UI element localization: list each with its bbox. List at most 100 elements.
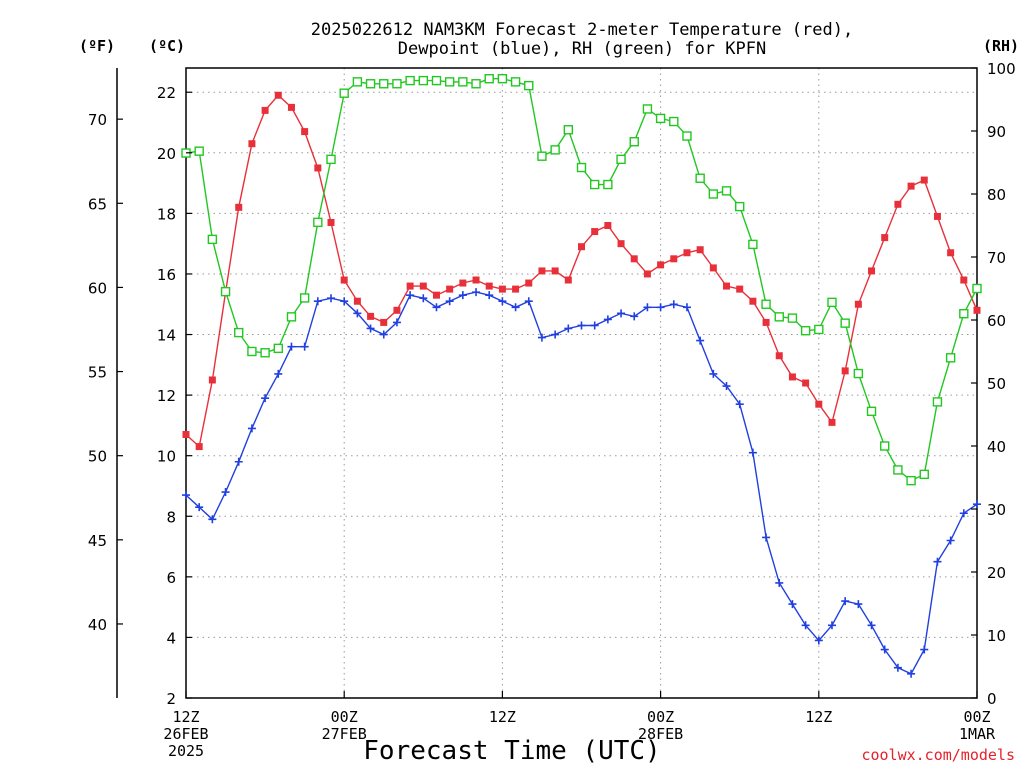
rh-tick-label: 30 xyxy=(987,501,1006,519)
dewpoint-point xyxy=(880,645,889,654)
rh-point xyxy=(906,475,916,486)
temperature-series xyxy=(182,91,981,451)
dewpoint-point xyxy=(775,578,784,587)
rh-point xyxy=(273,343,283,354)
dewpoint-point xyxy=(814,636,823,645)
temperature-point xyxy=(432,291,440,299)
x-tick-label: 00Z xyxy=(647,708,674,726)
celsius-tick-label: 2 xyxy=(166,690,176,708)
temperature-point xyxy=(301,128,309,136)
dewpoint-point xyxy=(247,424,256,433)
fahrenheit-tick-label: 40 xyxy=(88,616,107,634)
rh-tick-label: 10 xyxy=(987,627,1006,645)
rh-point xyxy=(497,74,508,84)
rh-point xyxy=(537,151,547,161)
temperature-point xyxy=(802,379,810,387)
rh-point xyxy=(787,313,798,323)
rh-point xyxy=(326,154,336,165)
temperature-point xyxy=(841,367,849,375)
dewpoint-point xyxy=(485,291,494,300)
rh-point xyxy=(945,353,956,363)
temperature-point xyxy=(195,443,203,451)
rh-point xyxy=(299,293,310,303)
rh-point xyxy=(510,77,521,87)
rh-point xyxy=(669,116,679,127)
rh-point xyxy=(932,397,943,407)
dewpoint-point xyxy=(195,503,204,512)
dewpoint-point xyxy=(959,509,968,518)
dewpoint-point xyxy=(735,400,744,409)
dewpoint-point xyxy=(669,300,678,309)
rh-point xyxy=(550,145,560,155)
fahrenheit-tick-label: 55 xyxy=(88,364,107,382)
temperature-point xyxy=(657,261,665,269)
x-tick-label: 12Z xyxy=(172,708,199,726)
temperature-point xyxy=(868,267,876,275)
temperature-point xyxy=(367,312,375,320)
dewpoint-point xyxy=(182,491,190,500)
rh-point xyxy=(959,309,969,319)
dewpoint-point xyxy=(788,600,797,609)
dewpoint-point xyxy=(841,597,850,606)
celsius-tick-label: 20 xyxy=(157,145,176,163)
rh-point xyxy=(761,299,771,309)
temperature-point xyxy=(353,297,361,305)
rh-tick-label: 70 xyxy=(987,249,1006,267)
x-tick-label: 28FEB xyxy=(638,725,683,743)
rh-point xyxy=(563,125,574,135)
dewpoint-point xyxy=(590,321,599,330)
celsius-tick-label: 12 xyxy=(157,387,176,405)
temperature-point xyxy=(182,430,190,438)
rh-point xyxy=(919,469,929,480)
dewpoint-point xyxy=(432,303,441,312)
x-tick-label: 2025 xyxy=(168,742,204,760)
celsius-tick-label: 16 xyxy=(157,266,176,284)
rh-point xyxy=(471,79,481,89)
temperature-point xyxy=(287,103,295,111)
temperature-point xyxy=(419,282,427,290)
dewpoint-point xyxy=(709,369,718,378)
dewpoint-point xyxy=(366,324,375,333)
dewpoint-point xyxy=(933,557,942,566)
rh-point xyxy=(431,75,442,86)
temperature-point xyxy=(538,267,546,275)
dewpoint-point xyxy=(854,600,863,609)
rh-point xyxy=(286,312,297,322)
temperature-point xyxy=(828,418,836,426)
rh-point xyxy=(708,189,719,199)
temperature-point xyxy=(696,246,704,254)
series-layer xyxy=(181,74,982,678)
rh-point xyxy=(365,79,376,89)
rh-point xyxy=(339,88,349,98)
rh-tick-label: 60 xyxy=(987,312,1006,330)
dewpoint-point xyxy=(261,394,270,403)
dewpoint-point xyxy=(208,515,217,524)
x-tick-label: 27FEB xyxy=(322,725,367,743)
temperature-point xyxy=(683,249,691,257)
dewpoint-point xyxy=(564,324,573,333)
temperature-point xyxy=(512,285,520,293)
temperature-point xyxy=(723,282,731,290)
dewpoint-point xyxy=(907,669,916,678)
temperature-point xyxy=(314,164,322,172)
temperature-point xyxy=(564,276,572,284)
temperature-point xyxy=(380,318,388,326)
temperature-point xyxy=(960,276,968,284)
dewpoint-point xyxy=(946,536,955,545)
rh-point xyxy=(247,346,257,357)
rh-tick-label: 50 xyxy=(987,375,1006,393)
rh-point xyxy=(194,146,204,156)
dewpoint-point xyxy=(406,291,415,300)
dewpoint-point xyxy=(234,457,243,466)
chart-title-line1: 2025022612 NAM3KM Forecast 2-meter Tempe… xyxy=(311,20,853,40)
dewpoint-point xyxy=(511,303,520,312)
celsius-tick-label: 18 xyxy=(157,205,176,223)
rh-point xyxy=(603,179,613,190)
rh-point xyxy=(853,368,864,379)
rh-point xyxy=(893,465,903,475)
dewpoint-point xyxy=(893,663,902,672)
rh-point xyxy=(576,162,587,173)
rh-line xyxy=(185,77,978,482)
celsius-tick-label: 10 xyxy=(157,448,176,466)
rh-point xyxy=(972,283,982,294)
